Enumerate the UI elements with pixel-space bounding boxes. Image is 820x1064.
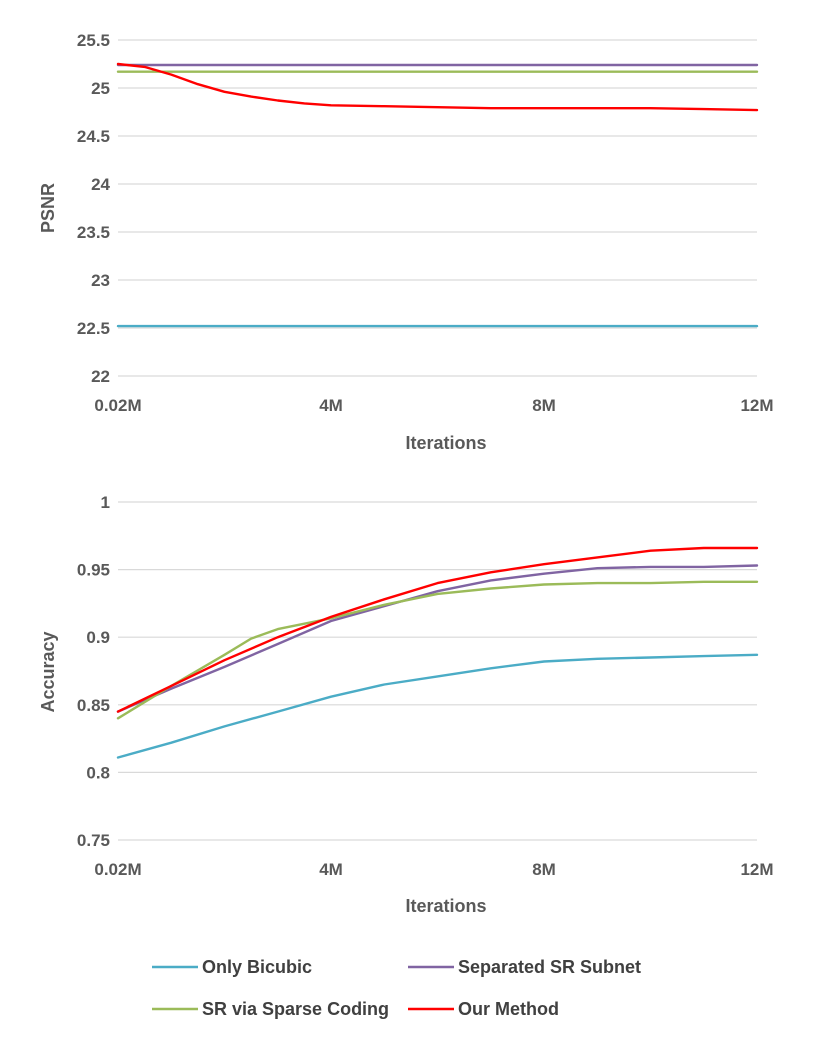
psnr-y-tick-labels: 22 22.5 23 23.5 24 24.5 25 25.5 [77,31,111,386]
legend-label-sr-via-sparse-coding: SR via Sparse Coding [202,999,389,1019]
psnr-y-tick-label: 23 [91,271,110,290]
accuracy-y-tick-labels: 0.75 0.8 0.85 0.9 0.95 1 [77,493,110,850]
accuracy-y-tick-label: 1 [101,493,110,512]
psnr-x-axis-title: Iterations [405,433,486,453]
psnr-y-tick-label: 22.5 [77,319,110,338]
accuracy-series-our-method [116,546,759,713]
psnr-y-tick-label: 25 [91,79,110,98]
psnr-y-tick-label: 22 [91,367,110,386]
psnr-y-tick-label: 24 [91,175,110,194]
legend-item-our-method: Our Method [408,999,559,1019]
accuracy-y-tick-label: 0.95 [77,561,110,580]
psnr-chart: 22 22.5 23 23.5 24 24.5 25 25.5 0.02M 4M 8M 12M It… [38,31,774,453]
psnr-y-tick-label: 23.5 [77,223,110,242]
psnr-series-our-method [116,62,759,112]
legend-label-only-bicubic: Only Bicubic [202,957,312,977]
accuracy-x-tick-label: 12M [740,860,773,879]
accuracy-x-tick-label: 8M [532,860,556,879]
accuracy-x-tick-label: 4M [319,860,343,879]
accuracy-series-separated-sr-subnet [116,564,759,713]
legend-label-our-method: Our Method [458,999,559,1019]
psnr-series [116,62,759,328]
accuracy-y-tick-label: 0.75 [77,831,110,850]
legend-item-sr-via-sparse-coding: SR via Sparse Coding [152,999,389,1019]
accuracy-gridlines [118,501,757,841]
psnr-x-tick-label: 8M [532,396,556,415]
accuracy-y-tick-label: 0.85 [77,696,110,715]
accuracy-series-sr-via-sparse-coding [116,580,759,720]
legend-item-separated-sr-subnet: Separated SR Subnet [408,957,641,977]
psnr-x-tick-label: 4M [319,396,343,415]
accuracy-y-tick-label: 0.9 [86,628,110,647]
accuracy-x-tick-labels: 0.02M 4M 8M 12M [94,860,773,879]
psnr-y-axis-title: PSNR [38,183,58,233]
accuracy-series-only-bicubic [116,653,759,759]
accuracy-y-axis-title: Accuracy [38,631,58,712]
psnr-y-tick-label: 25.5 [77,31,110,50]
legend: Only Bicubic Separated SR Subnet SR via … [152,957,641,1019]
accuracy-x-tick-label: 0.02M [94,860,141,879]
psnr-y-tick-label: 24.5 [77,127,110,146]
psnr-x-tick-labels: 0.02M 4M 8M 12M [94,396,773,415]
psnr-gridlines [118,39,757,377]
psnr-x-tick-label: 0.02M [94,396,141,415]
accuracy-chart: 0.75 0.8 0.85 0.9 0.95 1 0.02M 4M 8M 12M Iterati… [38,493,774,916]
accuracy-x-axis-title: Iterations [405,896,486,916]
accuracy-y-tick-label: 0.8 [86,763,110,782]
legend-item-only-bicubic: Only Bicubic [152,957,312,977]
psnr-x-tick-label: 12M [740,396,773,415]
accuracy-series [116,546,759,759]
legend-label-separated-sr-subnet: Separated SR Subnet [458,957,641,977]
